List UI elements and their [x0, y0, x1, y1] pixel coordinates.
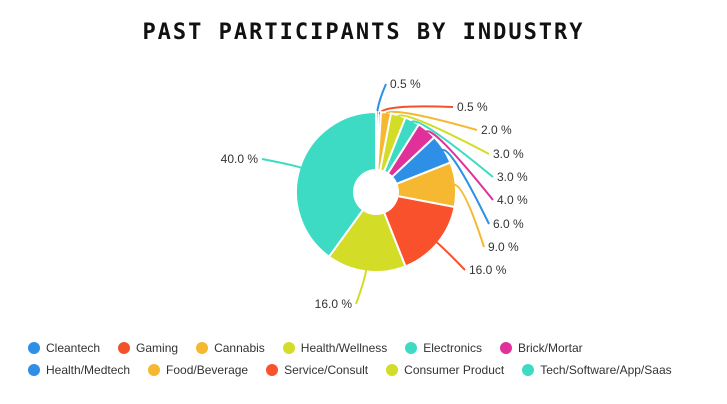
legend-swatch — [148, 364, 161, 376]
leader-line — [355, 269, 368, 305]
legend-label: Consumer Product — [404, 363, 505, 377]
legend-item: Health/Wellness — [282, 340, 388, 356]
slice-service-consult — [382, 194, 456, 268]
data-label: 4.0 % — [497, 193, 528, 207]
leader-line — [453, 183, 485, 248]
data-label: 16.0 % — [315, 297, 353, 311]
legend-item: Tech/Software/App/Saas — [522, 362, 672, 378]
legend-item: Consumer Product — [386, 362, 504, 378]
legend-item: Food/Beverage — [148, 362, 248, 378]
data-label: 0.5 % — [457, 100, 488, 114]
data-label: 40.0 % — [221, 152, 259, 166]
data-label: 3.0 % — [497, 170, 528, 184]
legend-swatch — [405, 342, 418, 354]
legend-label: Gaming — [136, 341, 179, 355]
data-label: 16.0 % — [469, 263, 507, 277]
donut-chart: 0.5 % 0.5 % 2.0 % 3.0 % 3.0 % 4.0 % 6.0 % 9.0 %… — [221, 77, 528, 311]
legend-label: Service/Consult — [284, 363, 369, 377]
slice-tech-software-app-saas — [295, 110, 377, 259]
leader-line — [376, 83, 387, 115]
legend-label: Food/Beverage — [166, 363, 249, 377]
legend-swatch — [28, 342, 40, 354]
data-label: 2.0 % — [481, 123, 512, 137]
legend-swatch — [522, 364, 535, 376]
chart-title: PAST PARTICIPANTS BY INDUSTRY — [142, 20, 585, 45]
data-label: 6.0 % — [493, 217, 524, 231]
legend-item: Electronics — [405, 340, 482, 356]
leader-line — [424, 130, 494, 201]
legend-label: Electronics — [423, 341, 482, 355]
legend-swatch — [499, 342, 512, 354]
slice-consumer-product — [327, 208, 407, 273]
legend-swatch — [386, 364, 399, 376]
leader-line — [441, 148, 490, 225]
legend-item: Cannabis — [196, 340, 265, 356]
leader-line — [435, 240, 466, 271]
data-label: 3.0 % — [493, 147, 524, 161]
leader-line — [410, 120, 494, 178]
legend-swatch — [196, 342, 209, 354]
legend-label: Cannabis — [214, 341, 265, 355]
legend-item: Cleantech — [28, 340, 100, 356]
legend-item: Gaming — [118, 340, 178, 356]
legend-label: Cleantech — [46, 341, 101, 355]
legend-label: Health/Wellness — [300, 341, 388, 355]
legend-item: Brick/Mortar — [499, 340, 583, 356]
leader-line — [261, 158, 303, 169]
legend-swatch — [118, 342, 131, 354]
legend-label: Brick/Mortar — [517, 341, 583, 355]
legend-item: Service/Consult — [266, 362, 368, 378]
legend-swatch — [28, 364, 40, 376]
leader-line — [396, 114, 490, 155]
legend-label: Health/Medtech — [46, 363, 131, 377]
data-label: 0.5 % — [390, 77, 421, 91]
legend-swatch — [282, 342, 295, 354]
legend-label: Tech/Software/App/Saas — [540, 363, 672, 377]
data-label: 9.0 % — [488, 240, 519, 254]
leader-line — [384, 110, 478, 131]
legend-swatch — [266, 364, 279, 376]
chart-legend: Cleantech Gaming Cannabis Health/Wellness El… — [28, 340, 718, 378]
legend-item: Health/Medtech — [28, 362, 130, 378]
